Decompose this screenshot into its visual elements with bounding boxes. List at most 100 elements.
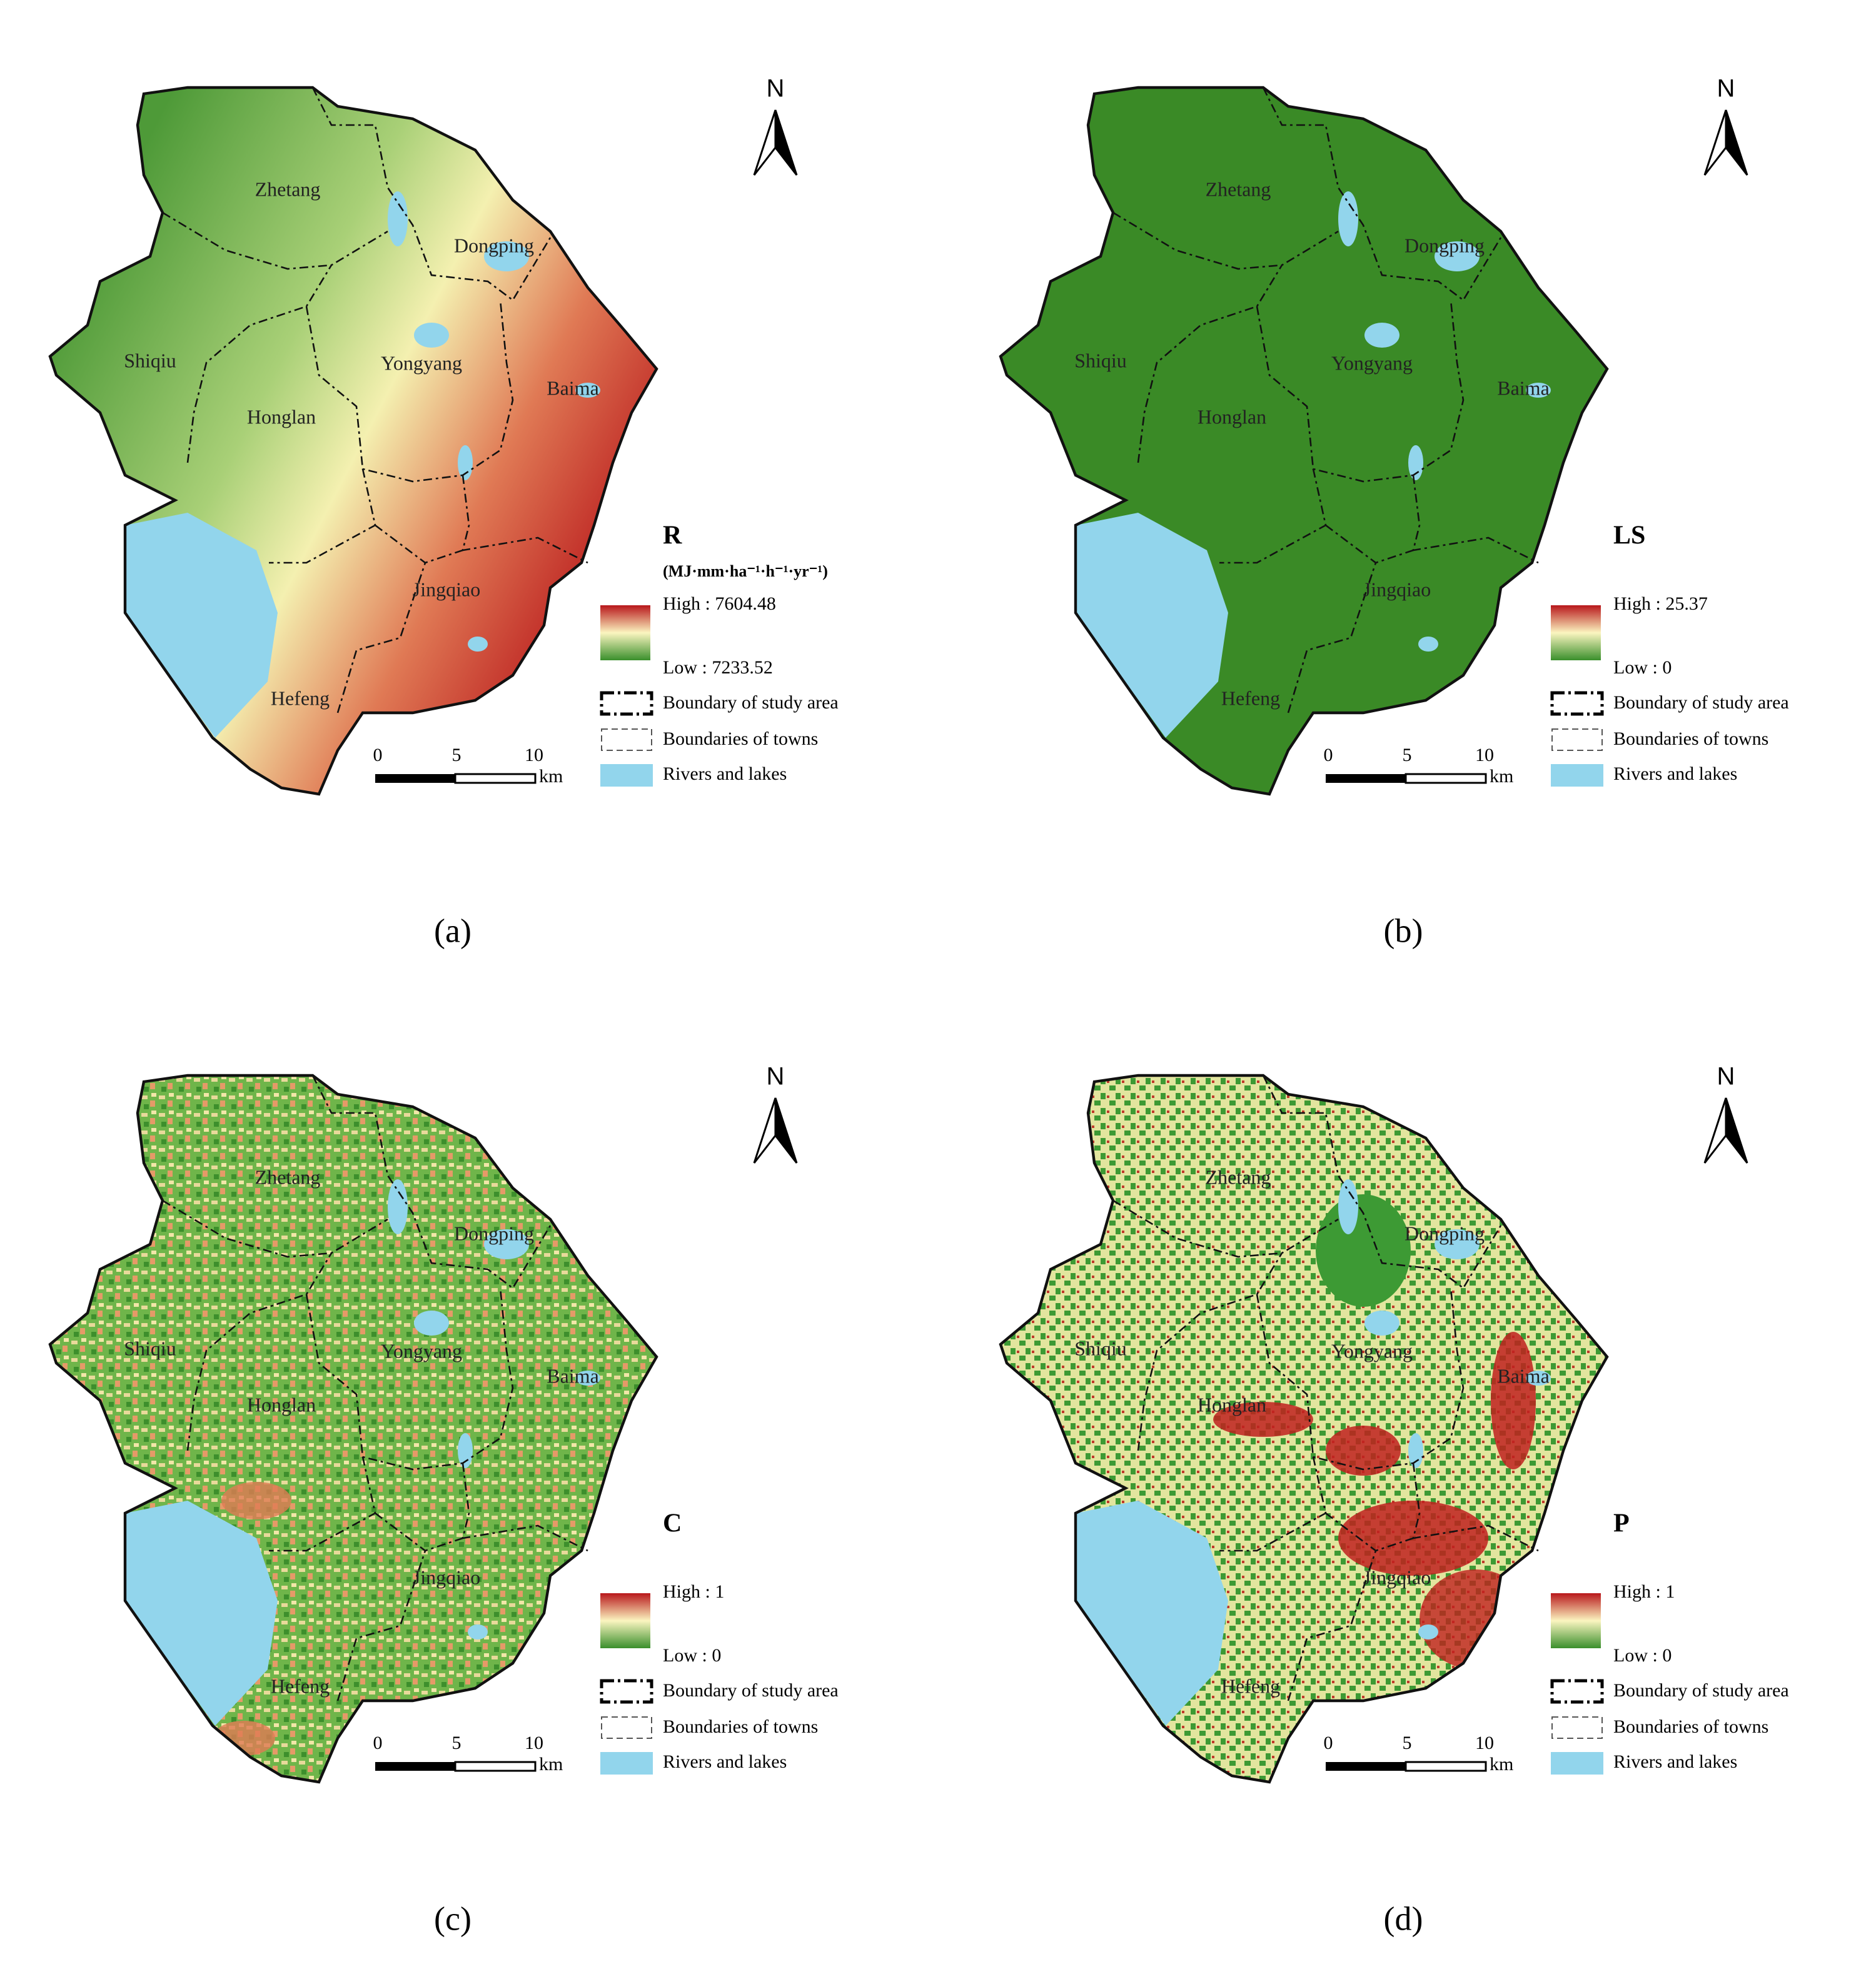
town-boundary bbox=[186, 264, 333, 463]
pond bbox=[388, 191, 408, 246]
pond bbox=[468, 637, 488, 652]
pond bbox=[1526, 383, 1551, 398]
town-boundary bbox=[186, 1252, 333, 1451]
raster-patch bbox=[1491, 1332, 1536, 1469]
map-body bbox=[1001, 88, 1607, 794]
legend-text: Boundary of study area bbox=[1613, 692, 1789, 713]
town-label: Baima bbox=[547, 1364, 599, 1387]
town-boundary bbox=[1112, 1199, 1339, 1258]
scale-tick-label: 10 bbox=[525, 1733, 543, 1753]
north-arrow bbox=[1703, 1097, 1727, 1164]
legend-low: Low : 0 bbox=[1613, 657, 1672, 678]
town-label: Honglan bbox=[1198, 405, 1266, 428]
scale-bar bbox=[1326, 774, 1406, 783]
town-boundary bbox=[1137, 1252, 1283, 1451]
town-boundary bbox=[336, 1550, 426, 1701]
town-label: Yongyang bbox=[381, 351, 462, 374]
legend-text: Rivers and lakes bbox=[663, 763, 787, 784]
town-label: Dongping bbox=[1404, 234, 1485, 256]
study-boundary bbox=[999, 1074, 1609, 1784]
lake bbox=[1076, 1501, 1228, 1726]
pond bbox=[458, 445, 473, 480]
scale-tick-label: 5 bbox=[1403, 1733, 1412, 1753]
scale-unit: km bbox=[1490, 1754, 1513, 1775]
town-label: Hefeng bbox=[1221, 687, 1280, 709]
scale-bar bbox=[1404, 1761, 1487, 1772]
legend-text: Boundaries of towns bbox=[1613, 728, 1768, 749]
legend-text: Boundaries of towns bbox=[663, 1716, 818, 1737]
pond bbox=[1408, 445, 1423, 480]
lake bbox=[125, 1501, 278, 1726]
town-boundary bbox=[1219, 1456, 1327, 1552]
raster-layer bbox=[50, 88, 657, 794]
pond bbox=[414, 323, 449, 348]
north-label: N bbox=[767, 75, 785, 103]
north-label: N bbox=[1717, 1063, 1735, 1090]
raster-layer bbox=[1001, 88, 1607, 794]
legend-swatch bbox=[600, 764, 653, 787]
panel-label: (a) bbox=[434, 912, 472, 949]
scale-unit: km bbox=[539, 766, 563, 787]
legend-title: LS bbox=[1613, 521, 1645, 550]
pond bbox=[1418, 637, 1438, 652]
town-label: Honglan bbox=[247, 405, 316, 428]
town-boundary bbox=[1137, 264, 1283, 463]
town-label: Shiqiu bbox=[1074, 349, 1127, 371]
north-arrow bbox=[1725, 1097, 1748, 1164]
pond bbox=[1364, 323, 1399, 348]
scale-unit: km bbox=[539, 1754, 563, 1775]
scale-tick-label: 10 bbox=[1475, 745, 1494, 765]
town-boundary bbox=[311, 1075, 552, 1289]
legend-swatch bbox=[1550, 691, 1604, 716]
pond bbox=[388, 1179, 408, 1234]
scale-tick-label: 0 bbox=[1324, 1733, 1333, 1753]
legend-unit: (MJ·mm·ha⁻¹·h⁻¹·yr⁻¹) bbox=[663, 562, 828, 580]
pond bbox=[1418, 1624, 1438, 1639]
scale-tick-label: 5 bbox=[1403, 745, 1412, 765]
legend-text: Boundaries of towns bbox=[663, 728, 818, 749]
north-arrow bbox=[1703, 109, 1727, 176]
north-arrow bbox=[774, 1097, 798, 1164]
legend-high: High : 1 bbox=[663, 1581, 724, 1602]
pond bbox=[1364, 1311, 1399, 1336]
legend-swatch bbox=[1551, 1716, 1603, 1739]
north-arrow bbox=[774, 109, 798, 176]
town-boundary bbox=[311, 87, 552, 301]
pond bbox=[1435, 1229, 1480, 1259]
color-ramp bbox=[1551, 1593, 1601, 1648]
legend-text: Rivers and lakes bbox=[663, 1751, 787, 1772]
town-boundary bbox=[269, 1456, 376, 1552]
map-body bbox=[1001, 1075, 1607, 1782]
legend-text: Boundary of study area bbox=[1613, 1680, 1789, 1701]
town-label: Honglan bbox=[1198, 1393, 1266, 1416]
town-boundary bbox=[1287, 1550, 1377, 1701]
legend-title: P bbox=[1613, 1509, 1630, 1538]
scale-tick-label: 10 bbox=[525, 745, 543, 765]
town-boundary bbox=[1262, 87, 1502, 301]
scale-bar bbox=[375, 1762, 455, 1771]
pond bbox=[1338, 1179, 1358, 1234]
scale-bar bbox=[375, 774, 455, 783]
legend-low: Low : 7233.52 bbox=[663, 657, 773, 678]
town-label: Hefeng bbox=[271, 1674, 330, 1697]
pond bbox=[1526, 1371, 1551, 1386]
north-arrow bbox=[753, 109, 777, 176]
study-boundary bbox=[48, 86, 658, 796]
legend-text: Boundaries of towns bbox=[1613, 1716, 1768, 1737]
town-label: Baima bbox=[1497, 376, 1550, 399]
panel-label: (d) bbox=[1384, 1900, 1423, 1937]
study-boundary bbox=[48, 1074, 658, 1784]
pond bbox=[575, 1371, 600, 1386]
town-label: Zhetang bbox=[1206, 178, 1271, 200]
legend-title: C bbox=[663, 1509, 682, 1538]
legend-text: Rivers and lakes bbox=[1613, 763, 1737, 784]
town-label: Hefeng bbox=[271, 687, 330, 709]
legend-high: High : 25.37 bbox=[1613, 593, 1708, 614]
panel-label: (b) bbox=[1384, 912, 1423, 949]
color-ramp bbox=[600, 1593, 650, 1648]
town-label: Yongyang bbox=[1331, 1339, 1413, 1362]
scale-tick-label: 5 bbox=[452, 1733, 461, 1753]
raster-patch bbox=[1326, 1426, 1401, 1476]
pond bbox=[1338, 191, 1358, 246]
